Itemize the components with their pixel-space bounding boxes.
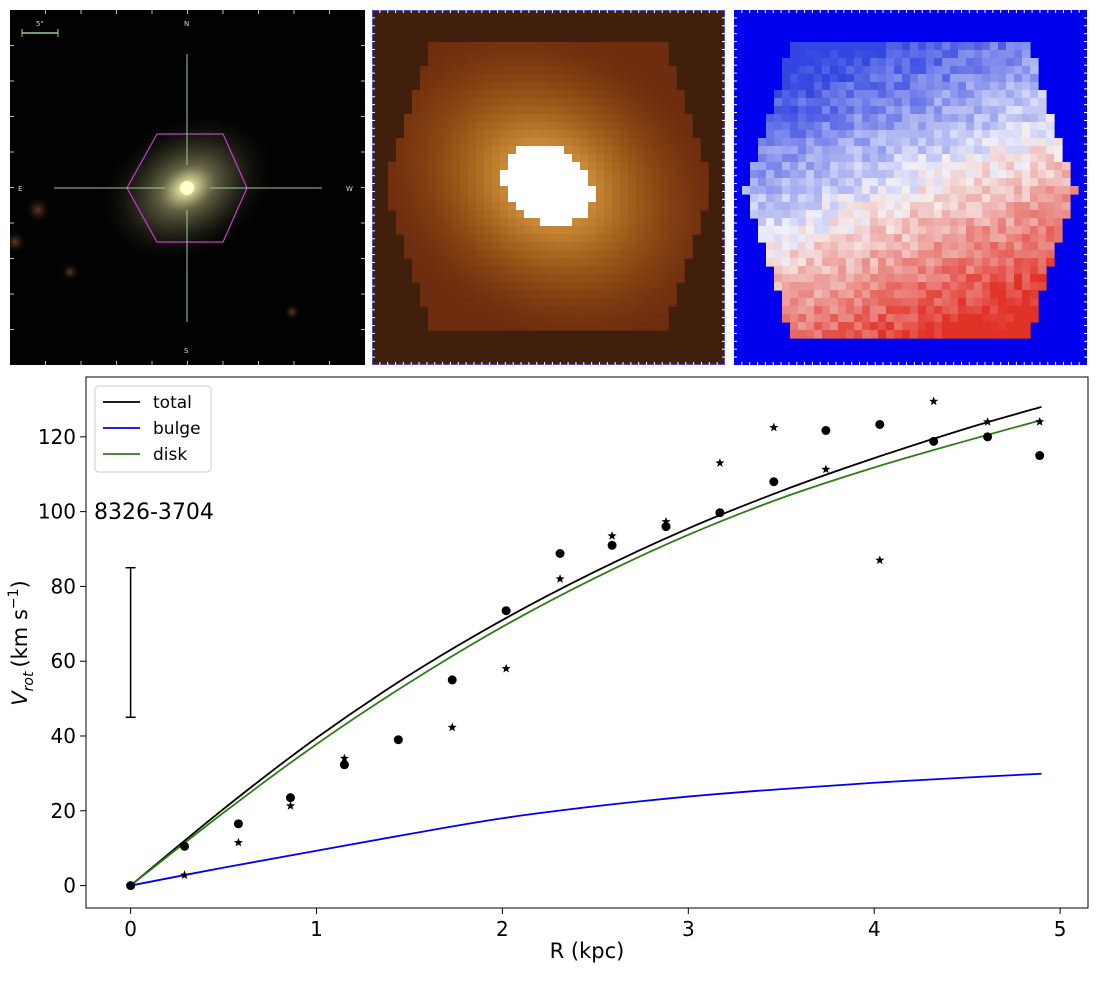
velocity-map-cells: [742, 42, 1079, 339]
circle-point: [233, 819, 243, 829]
legend-label-bulge: bulge: [153, 419, 201, 439]
optical-image-panel: 5" N S E W: [10, 10, 365, 365]
model-curves: [130, 406, 1042, 887]
star-point: [769, 422, 779, 432]
circle-point: [339, 760, 349, 770]
galaxy-core: [180, 181, 194, 195]
compass-south: S: [184, 347, 189, 355]
velocity-map-panel: [734, 10, 1089, 365]
circle-point: [447, 675, 457, 685]
circle-point: [929, 436, 939, 446]
circle-point: [607, 540, 617, 550]
star-point: [821, 464, 831, 474]
star-point: [126, 880, 136, 890]
circle-point: [501, 606, 511, 616]
series-total-line: [130, 406, 1042, 887]
y-tick-label: 20: [51, 799, 76, 823]
star-point: [285, 801, 296, 810]
rotation-curve-chart: 0 1 2 3 4 5 0 20 40 60 80 100 120 8326-3704 total bul…: [6, 376, 1089, 963]
circle-point: [555, 549, 565, 559]
y-tick-label: 0: [63, 874, 76, 898]
circle-point: [983, 432, 993, 442]
y-axis-label: Vrot(km s−1): [6, 580, 37, 705]
star-point: [929, 396, 939, 406]
circle-point: [769, 477, 779, 487]
flux-map: [372, 10, 725, 365]
star-point: [875, 555, 885, 565]
x-tick-label: 0: [124, 917, 137, 941]
y-tick-label: 60: [51, 649, 76, 673]
circle-point: [875, 419, 885, 429]
star-point: [555, 574, 565, 583]
galaxy-id-label: 8326-3704: [94, 500, 214, 525]
star-point: [179, 870, 190, 879]
circle-point: [715, 508, 725, 518]
x-tick-label: 1: [310, 917, 323, 941]
y-tick-label: 100: [38, 500, 76, 524]
velocity-map: [734, 10, 1087, 365]
series-bulge-line: [130, 772, 1042, 887]
compass-west: W: [346, 185, 353, 193]
star-point: [983, 417, 993, 426]
legend-label-disk: disk: [153, 445, 187, 465]
star-point: [1035, 417, 1045, 426]
flux-map-cells: [388, 42, 709, 331]
y-tick-label: 120: [38, 425, 76, 449]
y-tick-label: 40: [51, 724, 76, 748]
star-point: [661, 516, 671, 526]
star-point: [607, 531, 617, 540]
plot-frame: [85, 376, 1089, 909]
axes-ticks: 0 1 2 3 4 5 0 20 40 60 80 100 120: [38, 425, 1067, 941]
flux-map-panel: [372, 10, 727, 365]
star-point: [447, 722, 457, 732]
circle-point: [180, 841, 190, 851]
series-disk-line: [130, 419, 1042, 887]
x-tick-label: 2: [496, 917, 509, 941]
star-point: [715, 458, 725, 467]
error-bar: [125, 566, 136, 719]
x-tick-label: 4: [868, 917, 881, 941]
circle-point: [393, 735, 403, 745]
scale-bar-label: 5": [36, 20, 44, 28]
x-tick-label: 5: [1054, 917, 1067, 941]
optical-image: 5" N S E W: [10, 10, 365, 365]
compass-north: N: [184, 20, 189, 28]
y-tick-label: 80: [51, 574, 76, 598]
legend: total bulge disk: [94, 385, 212, 473]
circle-point: [285, 793, 295, 803]
legend-label-total: total: [153, 393, 192, 413]
star-point: [339, 753, 349, 763]
star-points: [126, 396, 1045, 890]
star-point: [501, 663, 511, 673]
circle-points: [126, 419, 1045, 891]
circle-point: [821, 425, 831, 435]
circle-point: [1035, 451, 1045, 461]
star-point: [233, 837, 243, 847]
compass-east: E: [18, 185, 22, 193]
x-tick-label: 3: [682, 917, 695, 941]
x-axis-label: R (kpc): [550, 939, 625, 963]
